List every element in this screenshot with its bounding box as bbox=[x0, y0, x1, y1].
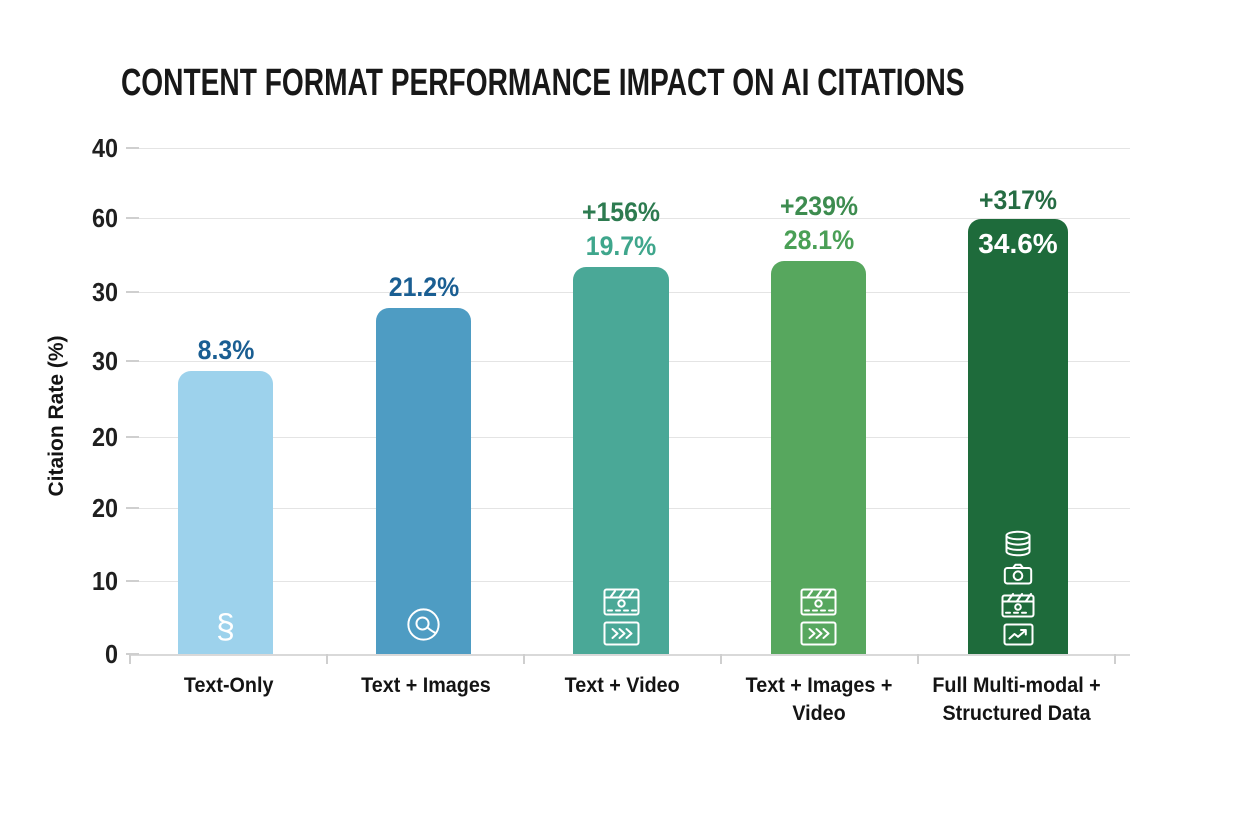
camera-icon bbox=[1003, 562, 1033, 586]
film-frame-icon bbox=[800, 588, 837, 616]
bar bbox=[771, 261, 866, 654]
trend-box-icon bbox=[1003, 623, 1034, 646]
y-tick-label: 20 bbox=[91, 422, 118, 452]
x-axis-category-text: Text + Images bbox=[360, 674, 491, 697]
clapperboard-icon bbox=[1001, 591, 1035, 618]
gridline bbox=[130, 218, 1130, 219]
bar-value-label: 34.6% bbox=[978, 228, 1058, 259]
bar-icon-stack: § bbox=[178, 608, 273, 646]
y-tick-label: 0 bbox=[104, 639, 118, 669]
y-tick-mark bbox=[126, 436, 139, 438]
x-axis-baseline bbox=[130, 654, 1130, 656]
x-axis-tick bbox=[129, 654, 131, 664]
y-tick-label: 10 bbox=[91, 566, 118, 596]
image-swirl-icon bbox=[402, 603, 445, 646]
bar bbox=[376, 308, 471, 654]
fast-forward-icon bbox=[603, 621, 640, 646]
bar-value-label: 8.3% bbox=[197, 335, 254, 365]
bar-icon-stack bbox=[771, 588, 866, 646]
y-tick-mark bbox=[126, 217, 139, 219]
y-tick-mark bbox=[126, 653, 139, 655]
y-tick-label: 20 bbox=[91, 493, 118, 523]
bar-uplift-label: +239% bbox=[779, 191, 858, 221]
y-tick-mark bbox=[126, 507, 139, 509]
y-tick-mark bbox=[126, 360, 139, 362]
bar-uplift-label: +317% bbox=[978, 185, 1058, 215]
y-tick-label: 40 bbox=[91, 133, 118, 163]
y-tick-label: 60 bbox=[91, 203, 118, 233]
x-axis-category-text: Text-Only bbox=[183, 674, 274, 697]
bar: 34.6% bbox=[968, 219, 1068, 654]
bar-uplift-label: +156% bbox=[581, 197, 661, 227]
bar-value-label: 19.7% bbox=[585, 231, 657, 261]
chart-title: CONTENT FORMAT PERFORMANCE IMPACT ON AI … bbox=[121, 62, 965, 104]
x-axis-category-text: Text + Images + Video bbox=[746, 674, 893, 725]
y-tick-mark bbox=[126, 291, 139, 293]
bar-icon-stack bbox=[968, 530, 1068, 646]
x-axis-tick bbox=[720, 654, 722, 664]
x-axis-tick bbox=[523, 654, 525, 664]
x-axis-tick bbox=[917, 654, 919, 664]
bar-icon-stack bbox=[573, 588, 669, 646]
film-frame-icon bbox=[603, 588, 640, 616]
x-axis-category-label: Text-Only bbox=[130, 672, 327, 700]
x-axis-category-label: Text + Images bbox=[327, 672, 524, 700]
section-symbol-icon: § bbox=[216, 608, 235, 646]
bar-value-label: 21.2% bbox=[388, 272, 459, 302]
gridline bbox=[130, 148, 1130, 149]
bar-icon-stack bbox=[376, 603, 471, 646]
x-axis-tick bbox=[326, 654, 328, 664]
x-axis-category-label: Full Multi-modal + Structured Data bbox=[918, 672, 1115, 728]
y-tick-label: 30 bbox=[91, 277, 118, 307]
x-axis-category-label: Text + Images + Video bbox=[721, 672, 918, 728]
y-tick-mark bbox=[126, 147, 139, 149]
bar-value-label: 28.1% bbox=[783, 225, 854, 255]
bar bbox=[573, 267, 669, 654]
x-axis-category-text: Text + Video bbox=[564, 674, 681, 697]
y-tick-label: 30 bbox=[91, 346, 118, 376]
fast-forward-icon bbox=[800, 621, 837, 646]
bar: § bbox=[178, 371, 273, 654]
database-icon bbox=[1003, 530, 1033, 557]
x-axis-tick bbox=[1114, 654, 1116, 664]
x-axis-category-text: Full Multi-modal + Structured Data bbox=[932, 674, 1101, 725]
x-axis-category-label: Text + Video bbox=[524, 672, 721, 700]
y-tick-mark bbox=[126, 580, 139, 582]
